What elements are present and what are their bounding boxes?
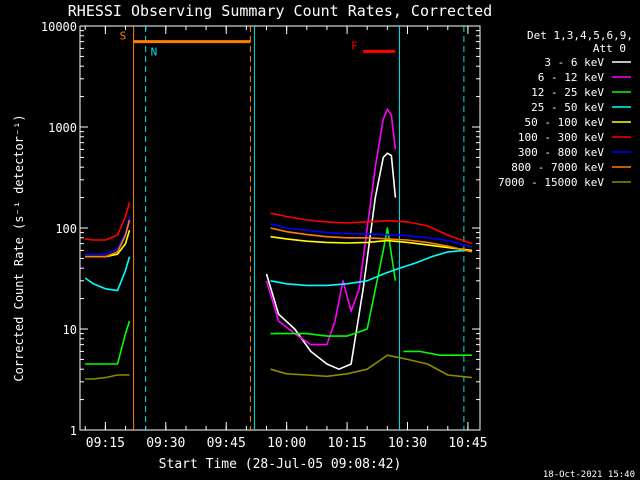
legend-header-detectors: Det 1,3,4,5,6,9, (527, 29, 633, 42)
y-axis-label: Corrected Count Rate (s⁻¹ detector⁻¹) (12, 114, 26, 381)
legend-label: 7000 - 15000 keV (498, 176, 604, 189)
series-line (85, 201, 473, 245)
marker-label: F (351, 39, 358, 52)
x-tick-label: 10:30 (388, 436, 427, 451)
series-line (85, 354, 472, 380)
legend-label: 12 - 25 keV (531, 86, 604, 99)
series-line (265, 108, 397, 346)
x-tick-label: 10:15 (327, 436, 366, 451)
series-line (84, 249, 472, 292)
legend-header-attenuator: Att 0 (593, 42, 626, 55)
x-tick-label: 09:15 (86, 436, 125, 451)
y-tick-label: 1000 (48, 121, 77, 135)
y-tick-label: 1 (70, 424, 77, 438)
legend: 3 - 6 keV 6 - 12 keV 12 - 25 keV 25 - 50 ke… (498, 56, 631, 189)
legend-label: 50 - 100 keV (525, 116, 605, 129)
marker-label: N (151, 45, 158, 58)
timestamp: 18-Oct-2021 15:40 (543, 470, 635, 480)
y-tick-label: 100 (55, 222, 77, 236)
series-line (85, 219, 473, 258)
series-line (85, 227, 472, 365)
x-tick-label: 10:00 (267, 436, 306, 451)
legend-label: 25 - 50 keV (531, 101, 604, 114)
legend-label: 100 - 300 keV (518, 131, 604, 144)
x-tick-label: 10:45 (448, 436, 487, 451)
legend-label: 800 - 7000 keV (511, 161, 604, 174)
series-group (84, 108, 473, 380)
legend-label: 300 - 800 keV (518, 146, 604, 159)
y-tick-label: 10000 (41, 20, 77, 34)
series-line (265, 152, 397, 370)
plot-area: 1 10 100 1000 10000 09:15 09:30 09:45 10:00 10:15… (41, 20, 488, 451)
chart-title: RHESSI Observing Summary Count Rates, Co… (68, 2, 492, 20)
legend-label: 6 - 12 keV (538, 71, 605, 84)
x-axis-label: Start Time (28-Jul-05 09:08:42) (159, 457, 402, 472)
y-tick-label: 10 (63, 323, 77, 337)
x-tick-label: 09:45 (207, 436, 246, 451)
marker-label: S (120, 30, 127, 43)
x-tick-label: 09:30 (146, 436, 185, 451)
legend-label: 3 - 6 keV (544, 56, 604, 69)
